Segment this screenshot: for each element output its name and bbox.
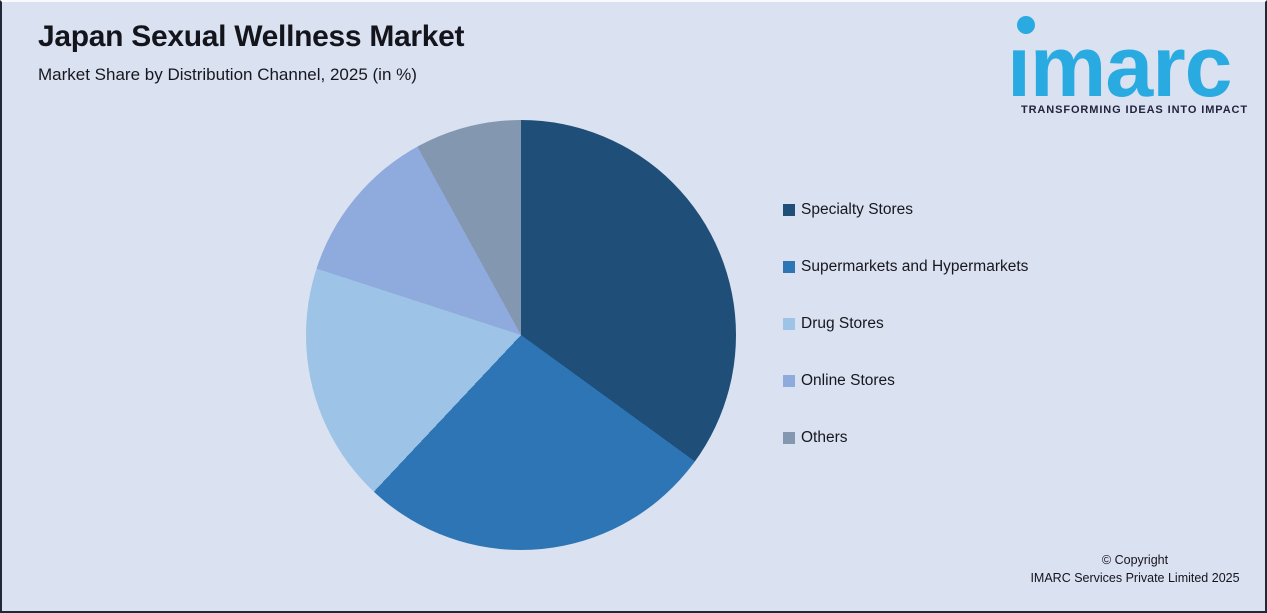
legend-swatch-icon — [783, 204, 795, 216]
legend-item: Online Stores — [783, 370, 1028, 392]
legend-swatch-icon — [783, 375, 795, 387]
legend-item: Drug Stores — [783, 313, 1028, 335]
legend-label: Specialty Stores — [801, 201, 913, 218]
legend-item: Specialty Stores — [783, 199, 1028, 221]
copyright-notice: © Copyright IMARC Services Private Limit… — [1005, 551, 1265, 587]
legend-label: Others — [801, 429, 848, 446]
imarc-logo: ımarc TRANSFORMING IDEAS INTO IMPACT — [1007, 7, 1262, 119]
legend-swatch-icon — [783, 261, 795, 273]
imarc-logo-wordmark: ımarc — [1007, 19, 1233, 115]
legend-item: Supermarkets and Hypermarkets — [783, 256, 1028, 278]
page-subtitle: Market Share by Distribution Channel, 20… — [38, 65, 417, 84]
legend-label: Drug Stores — [801, 315, 884, 332]
copyright-line-2: IMARC Services Private Limited 2025 — [1030, 571, 1240, 585]
copyright-line-1: © Copyright — [1101, 553, 1169, 567]
imarc-logo-tagline: TRANSFORMING IDEAS INTO IMPACT — [1020, 104, 1249, 116]
imarc-logo-dot-icon — [1017, 16, 1035, 34]
legend: Specialty Stores Supermarkets and Hyperm… — [783, 199, 1028, 449]
legend-label: Online Stores — [801, 372, 895, 389]
legend-swatch-icon — [783, 318, 795, 330]
pie-chart — [306, 120, 736, 550]
page-title: Japan Sexual Wellness Market — [38, 20, 465, 53]
legend-item: Others — [783, 427, 1028, 449]
legend-label: Supermarkets and Hypermarkets — [801, 258, 1029, 275]
legend-swatch-icon — [783, 432, 795, 444]
